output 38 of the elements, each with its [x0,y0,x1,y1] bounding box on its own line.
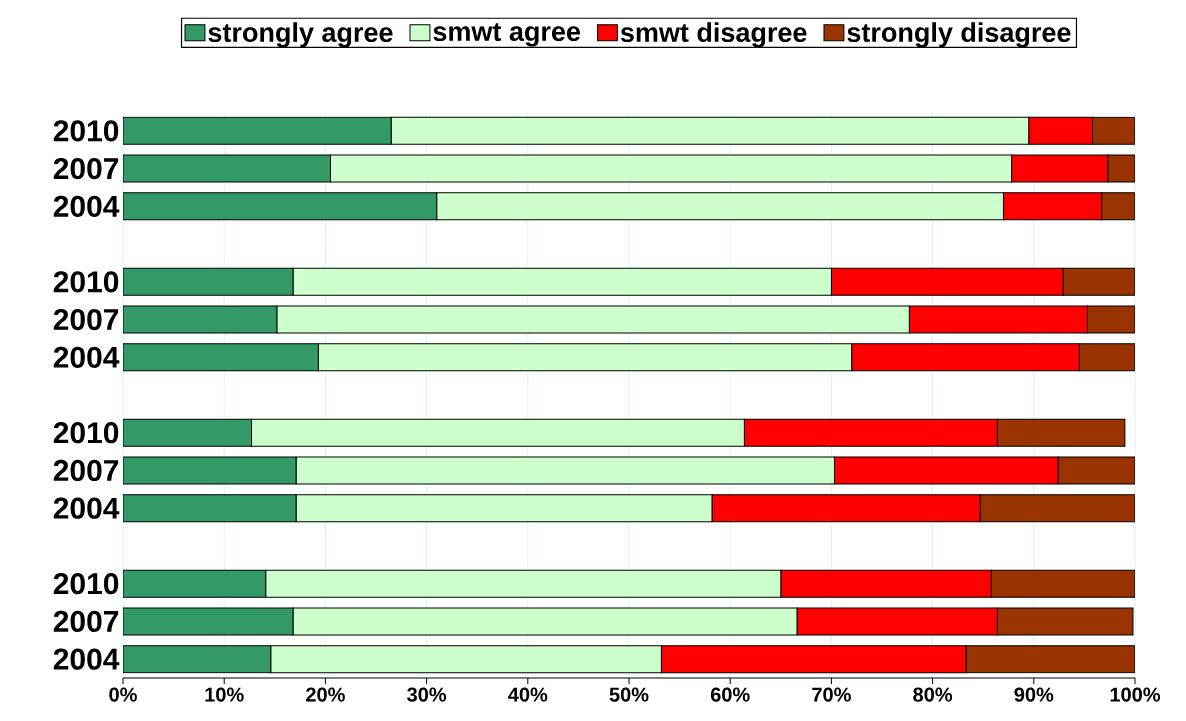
y-tick-label: 2004 [53,346,120,368]
bar [965,645,1135,674]
y-tick-label: 2004 [53,195,120,217]
bar [996,607,1134,636]
x-tick-label: 40% [508,687,548,702]
y-tick-label: 2010 [53,271,119,293]
x-tick-label: 30% [407,687,447,702]
bar [996,418,1126,447]
y-tick-label: 2004 [53,497,120,519]
legend-label: strongly disagree [847,22,1071,48]
legend-label: smwt disagree [620,22,807,48]
y-tick-label: 2007 [53,157,119,180]
x-tick-label: 70% [812,687,851,702]
bar [1086,305,1135,334]
legend-label: smwt agree [433,23,581,47]
bar [1057,456,1135,485]
bar [979,494,1135,523]
y-tick-label: 2010 [53,422,119,444]
x-tick-label: 0% [109,687,137,702]
bar [1092,116,1135,145]
x-tick-label: 80% [913,687,953,702]
y-tick-label: 2007 [53,459,119,482]
y-tick-label: 2007 [53,610,119,633]
x-tick-label: 50% [609,687,649,702]
y-tick-label: 2007 [53,308,119,331]
legend-label: strongly agree [208,22,393,48]
y-tick-label: 2010 [53,120,119,142]
y-tick-label: 2004 [53,648,120,670]
bar [1078,343,1135,372]
y-tick-label: 2010 [53,573,119,595]
x-tick-label: 100% [1110,687,1161,702]
bar [1101,192,1135,221]
x-tick-label: 90% [1014,687,1054,702]
x-tick-label: 20% [306,687,345,702]
x-tick-label: 60% [710,687,750,702]
x-tick-label: 10% [205,687,244,702]
bar [990,569,1135,598]
bar [1062,267,1135,296]
